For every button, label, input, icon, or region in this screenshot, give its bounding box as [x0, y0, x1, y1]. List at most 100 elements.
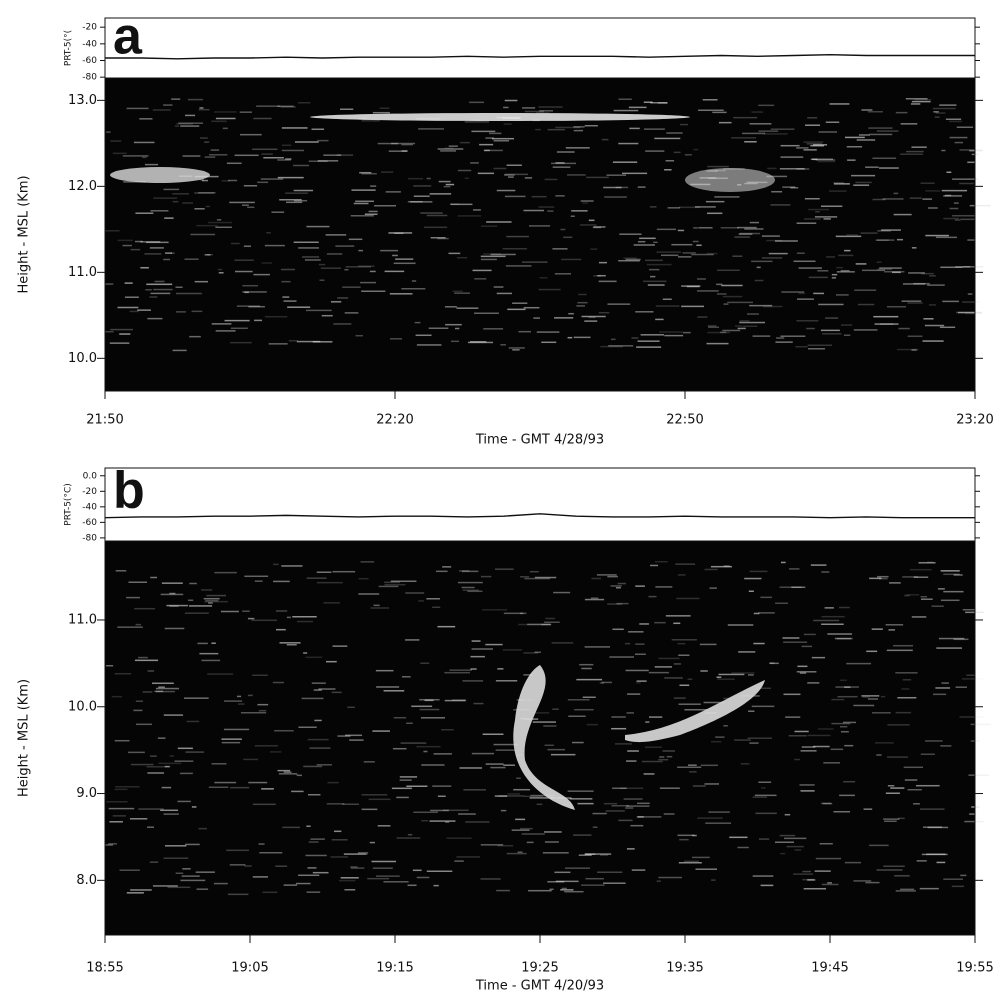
echo-texture — [438, 795, 446, 797]
echo-texture — [807, 143, 822, 145]
echo-texture — [335, 245, 354, 247]
echo-texture — [370, 607, 389, 609]
echo-texture — [785, 716, 800, 718]
echo-texture — [882, 198, 903, 200]
echo-texture — [923, 340, 944, 342]
echo-texture — [580, 224, 597, 226]
echo-texture — [504, 174, 515, 176]
x-tick-label: 22:50 — [666, 413, 703, 428]
echo-texture — [178, 748, 193, 750]
echo-texture — [753, 335, 771, 337]
echo-texture — [424, 227, 447, 229]
echo-texture — [642, 761, 663, 763]
echo-texture — [197, 643, 207, 645]
echo-texture — [503, 248, 527, 250]
echo-texture — [823, 803, 832, 805]
echo-texture — [585, 125, 598, 127]
echo-texture — [896, 712, 911, 714]
echo-texture — [307, 891, 321, 893]
echo-texture — [200, 137, 208, 139]
echo-texture — [789, 735, 807, 737]
echo-texture — [574, 130, 583, 132]
echo-texture — [307, 867, 316, 869]
echo-texture — [839, 607, 850, 609]
echo-texture — [965, 612, 984, 614]
echo-texture — [631, 337, 638, 339]
echo-texture — [176, 873, 184, 875]
y-tick-label: 13.0 — [68, 93, 97, 108]
echo-texture — [714, 196, 739, 198]
echo-texture — [204, 598, 220, 600]
echo-texture — [163, 259, 170, 261]
echo-texture — [853, 184, 869, 186]
echo-texture — [522, 833, 545, 835]
echo-texture — [764, 133, 788, 135]
echo-texture — [457, 856, 480, 858]
echo-texture — [552, 248, 567, 250]
echo-texture — [358, 852, 368, 854]
echo-texture — [146, 284, 172, 286]
echo-texture — [749, 742, 758, 744]
echo-texture — [493, 168, 506, 170]
echo-texture — [169, 593, 175, 595]
echo-texture — [636, 346, 661, 348]
echo-texture — [199, 653, 218, 655]
echo-texture — [623, 257, 636, 259]
echo-texture — [645, 721, 649, 723]
echo-texture — [150, 210, 168, 212]
echo-texture — [133, 710, 142, 712]
echo-texture — [770, 204, 790, 206]
echo-texture — [209, 154, 227, 156]
echo-texture — [693, 227, 698, 229]
echo-texture — [968, 774, 989, 776]
echo-texture — [865, 166, 879, 168]
echo-texture — [176, 311, 186, 313]
echo-texture — [946, 119, 961, 121]
echo-texture — [603, 882, 626, 884]
echo-texture — [832, 274, 837, 276]
echo-texture — [298, 247, 319, 249]
echo-texture — [259, 843, 265, 845]
echo-texture — [240, 111, 252, 113]
echo-texture — [313, 872, 329, 874]
echo-texture — [433, 885, 438, 887]
echo-texture — [430, 193, 451, 195]
echo-texture — [671, 244, 692, 246]
echo-texture — [939, 638, 964, 640]
echo-texture — [715, 736, 724, 738]
echo-texture — [127, 108, 149, 110]
echo-texture — [153, 289, 172, 291]
echo-texture — [748, 674, 754, 676]
echo-texture — [286, 202, 302, 204]
echo-texture — [821, 330, 840, 332]
echo-texture — [445, 700, 466, 702]
echo-texture — [539, 277, 547, 279]
echo-texture — [298, 875, 319, 877]
echo-texture — [443, 810, 469, 812]
echo-texture — [708, 811, 729, 813]
echo-texture — [807, 879, 815, 881]
echo-texture — [888, 785, 894, 787]
echo-texture — [115, 673, 132, 675]
echo-texture — [616, 587, 621, 589]
echo-texture — [244, 292, 248, 294]
echo-texture — [255, 745, 278, 747]
echo-texture — [199, 109, 210, 111]
echo-texture — [674, 152, 681, 154]
strip-ylabel: PRT-5(°( — [64, 30, 74, 66]
echo-texture — [750, 222, 759, 224]
echo-texture — [369, 799, 391, 801]
echo-texture — [813, 746, 830, 748]
echo-texture — [568, 337, 573, 339]
echo-texture — [453, 291, 463, 293]
echo-texture — [835, 638, 851, 640]
echo-texture — [173, 201, 179, 203]
echo-texture — [832, 277, 836, 279]
echo-texture — [836, 294, 849, 296]
echo-texture — [711, 566, 732, 568]
echo-texture — [821, 623, 844, 625]
echo-texture — [106, 844, 113, 846]
echo-texture — [342, 286, 360, 288]
echo-texture — [405, 592, 424, 594]
echo-texture — [821, 571, 829, 573]
